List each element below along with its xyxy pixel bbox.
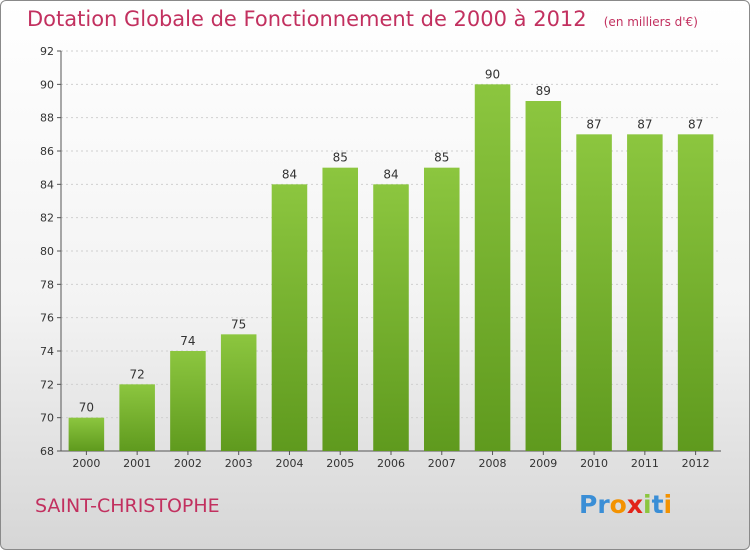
axes: 68 70 72 74 76 78 80 82 84 86 88 90 92 bbox=[40, 45, 721, 458]
bar bbox=[627, 134, 663, 452]
logo-letter: x bbox=[626, 490, 643, 519]
x-tick-label: 2001 bbox=[123, 457, 151, 470]
x-tick-label: 2000 bbox=[72, 457, 100, 470]
bar-value-label: 85 bbox=[434, 151, 449, 165]
logo-letter: P bbox=[579, 490, 598, 519]
proxiti-logo: Proxiti bbox=[579, 490, 672, 519]
bar bbox=[576, 134, 612, 452]
bar-value-label: 87 bbox=[637, 117, 652, 131]
bar bbox=[271, 184, 308, 452]
y-tick-label: 78 bbox=[40, 278, 54, 291]
logo-letter: o bbox=[609, 490, 627, 519]
y-tick-label: 88 bbox=[40, 112, 54, 125]
bar-value-label: 74 bbox=[180, 334, 195, 348]
y-tick-label: 72 bbox=[40, 378, 54, 391]
bar-value-label: 72 bbox=[130, 367, 145, 381]
x-tick-label: 2007 bbox=[428, 457, 456, 470]
y-tick-label: 74 bbox=[40, 345, 54, 358]
bars bbox=[68, 84, 714, 452]
x-tick-label: 2005 bbox=[326, 457, 354, 470]
labels: 70 2000 72 2001 74 2002 75 2003 84 2004 85 2005 84 20… bbox=[72, 67, 709, 470]
bar-value-label: 85 bbox=[333, 151, 348, 165]
y-tick-label: 82 bbox=[40, 212, 54, 225]
x-tick-label: 2010 bbox=[580, 457, 608, 470]
y-tick-label: 70 bbox=[40, 412, 54, 425]
bar-value-label: 70 bbox=[79, 401, 94, 415]
y-tick-label: 80 bbox=[40, 245, 54, 258]
bar bbox=[677, 134, 714, 452]
x-tick-label: 2012 bbox=[682, 457, 710, 470]
logo-letter: i bbox=[643, 490, 652, 519]
bar-value-label: 87 bbox=[688, 117, 703, 131]
x-tick-label: 2002 bbox=[174, 457, 202, 470]
bar-value-label: 84 bbox=[282, 167, 297, 181]
chart-subtitle: (en milliers d'€) bbox=[603, 15, 698, 29]
bar bbox=[68, 417, 105, 451]
bar-value-label: 84 bbox=[383, 167, 398, 181]
logo-letter: i bbox=[663, 490, 673, 519]
chart-title-block: Dotation Globale de Fonctionnement de 20… bbox=[27, 7, 698, 31]
bar bbox=[424, 167, 460, 451]
x-tick-label: 2003 bbox=[225, 457, 253, 470]
y-tick-label: 84 bbox=[40, 178, 54, 191]
y-tick-label: 68 bbox=[40, 445, 54, 458]
logo-letter: r bbox=[597, 490, 610, 519]
y-tick-label: 76 bbox=[40, 312, 54, 325]
bar-value-label: 75 bbox=[231, 317, 246, 331]
bar bbox=[525, 101, 562, 451]
bar bbox=[322, 167, 358, 451]
bar bbox=[474, 84, 511, 451]
x-tick-label: 2008 bbox=[479, 457, 507, 470]
bar-value-label: 90 bbox=[485, 67, 500, 81]
x-tick-label: 2009 bbox=[529, 457, 557, 470]
x-tick-label: 2011 bbox=[631, 457, 659, 470]
chart-title: Dotation Globale de Fonctionnement de 20… bbox=[27, 7, 587, 31]
y-tick-label: 86 bbox=[40, 145, 54, 158]
bar-value-label: 89 bbox=[536, 84, 551, 98]
x-tick-label: 2004 bbox=[275, 457, 303, 470]
x-tick-label: 2006 bbox=[377, 457, 405, 470]
bar-value-label: 87 bbox=[586, 117, 601, 131]
bar bbox=[119, 384, 155, 451]
bar bbox=[373, 184, 409, 452]
y-tick-label: 90 bbox=[40, 78, 54, 91]
bar bbox=[220, 334, 257, 451]
y-tick-label: 92 bbox=[40, 45, 54, 58]
logo-letter: t bbox=[651, 490, 664, 519]
bar bbox=[170, 351, 206, 451]
commune-name: SAINT-CHRISTOPHE bbox=[35, 495, 220, 517]
